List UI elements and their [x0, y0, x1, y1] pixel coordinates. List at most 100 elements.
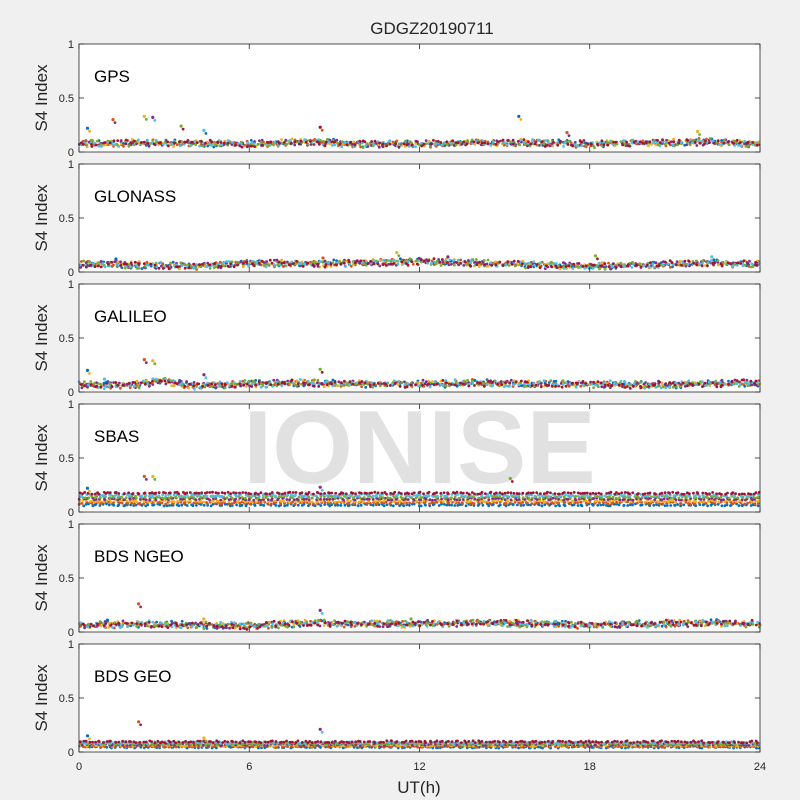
- data-point: [217, 491, 220, 495]
- data-point: [590, 382, 594, 386]
- data-point: [283, 382, 287, 386]
- data-point: [81, 498, 85, 502]
- data-point: [336, 141, 340, 145]
- data-point: [735, 263, 739, 267]
- plot-area: [79, 284, 760, 392]
- data-point: [379, 259, 382, 262]
- data-points: [77, 474, 761, 508]
- data-point: [489, 261, 492, 265]
- data-point: [516, 140, 520, 143]
- data-point: [615, 500, 618, 504]
- data-point: [658, 144, 662, 148]
- data-point: [257, 261, 261, 265]
- data-point: [142, 262, 146, 266]
- data-point: [674, 500, 677, 504]
- data-point: [750, 383, 754, 387]
- data-point: [175, 382, 179, 386]
- data-point: [706, 264, 709, 268]
- data-point: [695, 259, 698, 263]
- data-point: [84, 261, 88, 264]
- data-point: [306, 261, 309, 265]
- data-point: [173, 141, 176, 145]
- data-point: [398, 499, 402, 503]
- data-point: [285, 498, 289, 501]
- data-point: [89, 263, 93, 267]
- data-point: [140, 494, 144, 498]
- data-point: [405, 501, 408, 505]
- data-point: [161, 493, 165, 497]
- data-point: [273, 383, 276, 386]
- data-point: [727, 143, 731, 147]
- data-point: [250, 385, 254, 388]
- outlier-point: [153, 119, 157, 122]
- data-point: [552, 262, 556, 265]
- data-point: [632, 382, 636, 386]
- data-point: [538, 139, 541, 143]
- data-point: [148, 381, 152, 385]
- data-point: [252, 498, 256, 502]
- data-point: [108, 496, 112, 500]
- data-point: [410, 260, 413, 263]
- data-point: [648, 382, 651, 386]
- data-point: [101, 494, 104, 497]
- data-point: [272, 378, 276, 382]
- data-point: [234, 497, 238, 501]
- data-point: [304, 141, 308, 144]
- data-point: [227, 502, 231, 505]
- data-point: [96, 500, 100, 503]
- data-point: [614, 265, 618, 269]
- data-point: [348, 262, 352, 266]
- data-point: [597, 385, 600, 389]
- data-point: [303, 138, 307, 141]
- data-point: [738, 141, 742, 145]
- data-point: [240, 145, 244, 149]
- data-point: [131, 492, 135, 495]
- data-point: [311, 260, 315, 264]
- data-point: [146, 139, 149, 142]
- data-point: [461, 382, 465, 386]
- data-point: [124, 265, 128, 268]
- outlier-point: [519, 118, 523, 121]
- data-point: [215, 499, 219, 503]
- data-point: [396, 259, 400, 263]
- data-point: [415, 259, 418, 263]
- data-point: [461, 501, 464, 505]
- data-point: [704, 139, 707, 143]
- data-point: [125, 499, 129, 503]
- data-point: [106, 491, 110, 494]
- data-point: [554, 384, 558, 388]
- data-point: [322, 140, 326, 143]
- data-point: [117, 494, 121, 498]
- data-point: [504, 381, 507, 385]
- data-point: [309, 143, 313, 146]
- data-point: [160, 379, 163, 383]
- data-point: [280, 384, 284, 388]
- data-point: [161, 496, 165, 500]
- data-point: [218, 494, 221, 498]
- data-point: [393, 496, 396, 499]
- data-point: [680, 498, 683, 502]
- data-point: [625, 140, 628, 144]
- data-point: [94, 143, 98, 147]
- data-point: [280, 258, 283, 262]
- data-point: [608, 500, 612, 503]
- data-point: [424, 497, 428, 501]
- outlier-point: [696, 129, 700, 134]
- data-point: [289, 142, 293, 145]
- data-point: [341, 143, 345, 146]
- data-point: [384, 382, 387, 386]
- data-point: [103, 265, 107, 269]
- data-point: [349, 264, 353, 268]
- data-point: [443, 503, 446, 506]
- data-point: [151, 139, 155, 142]
- data-point: [325, 383, 329, 387]
- data-point: [746, 501, 750, 505]
- data-point: [693, 502, 697, 506]
- data-point: [107, 503, 111, 507]
- data-point: [549, 379, 553, 383]
- data-point: [273, 263, 277, 267]
- data-point: [742, 259, 746, 263]
- data-point: [428, 502, 431, 506]
- data-point: [562, 145, 565, 148]
- data-point: [743, 502, 747, 506]
